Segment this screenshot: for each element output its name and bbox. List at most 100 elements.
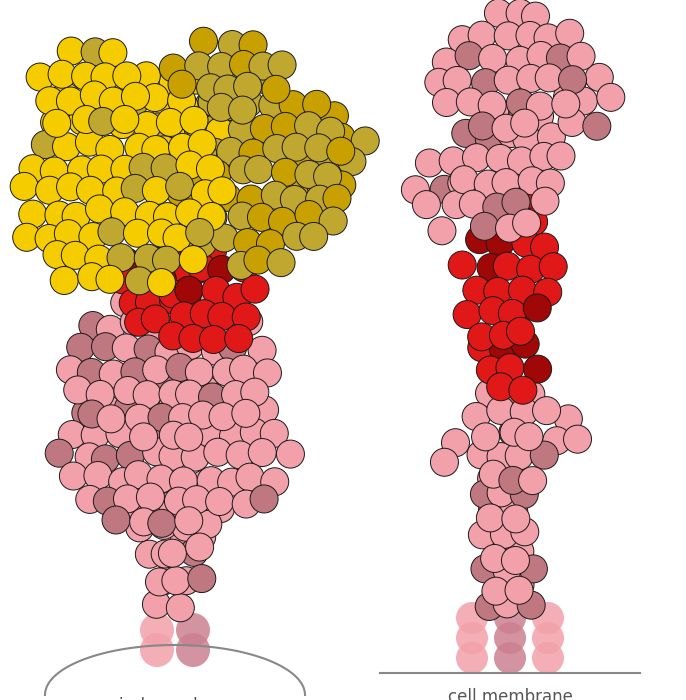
Circle shape [477,464,506,492]
Circle shape [495,214,523,242]
Text: cell membrane: cell membrane [447,688,572,700]
Circle shape [123,219,152,247]
Circle shape [75,443,103,471]
Circle shape [267,248,295,276]
Circle shape [71,62,99,90]
Circle shape [158,322,187,350]
Circle shape [170,302,198,330]
Circle shape [228,116,257,144]
Circle shape [250,66,279,94]
Circle shape [518,167,546,195]
Circle shape [126,514,154,542]
Circle shape [526,92,554,120]
Circle shape [56,87,84,115]
Circle shape [99,38,127,66]
Circle shape [532,602,564,634]
Circle shape [144,72,172,100]
Circle shape [162,567,190,595]
Circle shape [189,141,217,169]
Circle shape [484,0,512,27]
Circle shape [510,398,539,426]
Circle shape [181,443,209,471]
Circle shape [147,510,176,538]
Circle shape [156,108,185,136]
Circle shape [323,184,351,212]
Circle shape [213,358,241,386]
Circle shape [479,297,507,325]
Circle shape [327,123,355,151]
Circle shape [239,31,267,59]
Circle shape [527,41,555,69]
Circle shape [215,312,243,340]
Circle shape [43,241,71,269]
Circle shape [328,171,356,199]
Circle shape [482,578,510,606]
Circle shape [208,177,236,205]
Circle shape [175,424,202,452]
Text: viral membrane: viral membrane [109,697,241,700]
Circle shape [401,176,429,204]
Circle shape [235,89,263,117]
Circle shape [121,88,149,116]
Circle shape [88,107,117,135]
Circle shape [181,159,209,187]
Circle shape [219,334,246,362]
Circle shape [91,445,119,473]
Circle shape [547,44,574,72]
Circle shape [479,44,507,72]
Circle shape [480,460,508,488]
Circle shape [78,400,106,428]
Circle shape [40,157,69,185]
Circle shape [130,508,158,536]
Circle shape [263,134,291,162]
Circle shape [166,172,193,200]
Circle shape [120,308,148,336]
Circle shape [108,266,137,294]
Circle shape [503,313,530,341]
Circle shape [54,220,82,248]
Circle shape [186,533,213,561]
Circle shape [494,602,526,634]
Circle shape [249,52,277,80]
Circle shape [469,112,497,140]
Circle shape [206,118,234,146]
Circle shape [298,108,327,136]
Circle shape [475,379,504,407]
Circle shape [268,51,296,79]
Circle shape [554,405,582,433]
Circle shape [132,62,161,90]
Circle shape [166,113,194,141]
Circle shape [505,576,533,604]
Circle shape [110,289,139,317]
Circle shape [200,326,228,354]
Circle shape [180,237,209,265]
Circle shape [523,294,552,322]
Circle shape [486,144,514,172]
Circle shape [222,381,250,409]
Circle shape [45,439,73,467]
Circle shape [150,566,178,594]
Circle shape [185,358,213,386]
Circle shape [547,142,575,170]
Circle shape [476,356,504,384]
Circle shape [117,442,144,470]
Circle shape [60,462,87,490]
Circle shape [133,111,161,139]
Circle shape [416,149,443,177]
Circle shape [43,109,71,137]
Circle shape [110,197,139,225]
Circle shape [121,358,149,386]
Circle shape [229,156,257,184]
Circle shape [532,642,564,674]
Circle shape [12,223,40,251]
Circle shape [113,62,141,90]
Circle shape [148,265,176,293]
Circle shape [250,115,279,143]
Circle shape [230,50,257,78]
Circle shape [168,70,196,98]
Circle shape [499,466,527,494]
Circle shape [248,203,276,231]
Circle shape [159,54,187,82]
Circle shape [174,419,202,447]
Circle shape [488,568,517,596]
